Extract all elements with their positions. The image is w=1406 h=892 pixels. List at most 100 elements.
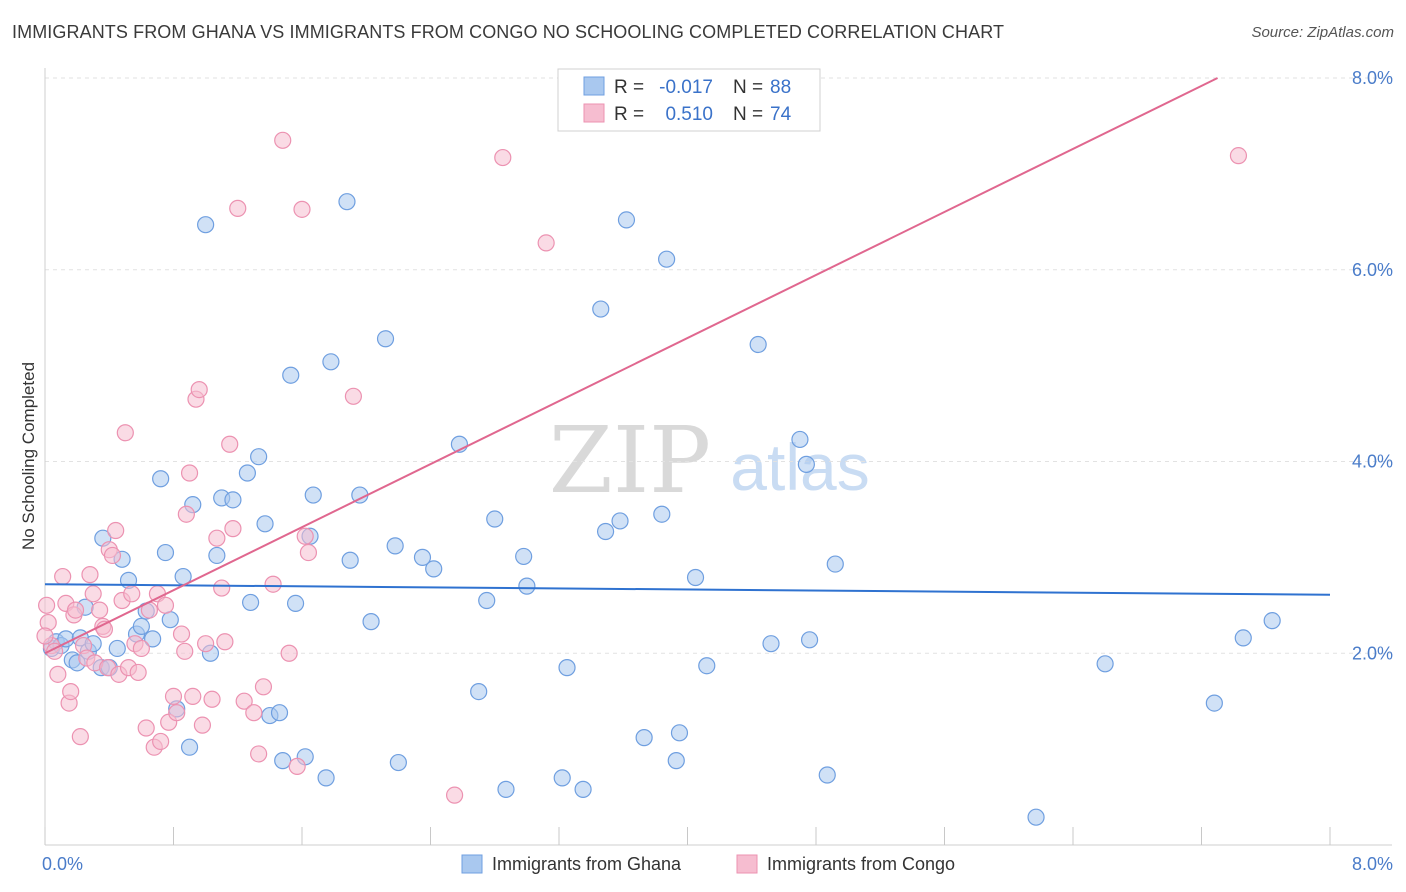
congo-point (168, 704, 186, 722)
ghana-point (818, 766, 836, 784)
legend-congo-n-label: N = (733, 104, 763, 125)
legend-bottom-congo-label: Immigrants from Congo (767, 854, 955, 874)
congo-point (1229, 147, 1248, 165)
ghana-point (596, 522, 615, 541)
ghana-point (670, 724, 689, 742)
ghana-point (180, 738, 199, 756)
ghana-point (338, 193, 356, 211)
tick-labels: 2.0% 4.0% 6.0% 8.0% 0.0% 8.0% (42, 68, 1393, 874)
congo-point (216, 633, 234, 651)
ghana-point (425, 560, 443, 578)
congo-point (264, 575, 282, 593)
trend-lines (44, 77, 1331, 655)
ghana-point (1096, 655, 1114, 673)
congo-point (208, 529, 226, 547)
chart-title: IMMIGRANTS FROM GHANA VS IMMIGRANTS FROM… (12, 22, 1005, 42)
congo-point (172, 625, 191, 643)
legend-ghana-r-value: -0.017 (659, 77, 713, 98)
ghana-point (1263, 612, 1281, 630)
congo-point (62, 682, 80, 701)
ghana-point (470, 682, 488, 701)
congo-point (229, 199, 247, 217)
ghana-point (686, 568, 705, 587)
congo-point (184, 687, 202, 705)
ghana-point (108, 639, 126, 658)
ghana-point (1205, 694, 1223, 712)
ghana-point (224, 491, 242, 509)
congo-point (224, 520, 242, 538)
congo-point (254, 678, 273, 696)
ghana-point (256, 515, 274, 533)
congo-point (221, 435, 239, 453)
ghana-point (304, 486, 322, 504)
congo-point (91, 601, 109, 619)
y-tick-label: 2.0% (1352, 643, 1393, 663)
ghana-point (389, 753, 407, 772)
congo-point (250, 745, 268, 763)
ghana-point (611, 512, 629, 530)
legend-bottom-congo-swatch (736, 854, 758, 874)
congo-point (66, 601, 85, 619)
congo-point (176, 642, 194, 660)
y-axis-label: No Schooling Completed (19, 362, 38, 550)
congo-point (177, 505, 195, 523)
legend-stats: R = -0.017 N = 88 R = 0.510 N = 74 (557, 68, 821, 132)
congo-point (203, 690, 221, 708)
congo-point (116, 424, 134, 442)
congo-point (537, 234, 555, 252)
ghana-point (413, 548, 432, 566)
congo-point (190, 380, 208, 399)
ghana-point (486, 510, 504, 528)
x-tick-label: 8.0% (1352, 854, 1393, 874)
ghana-point (515, 547, 533, 566)
congo-point (81, 566, 99, 584)
ghana-point (1234, 629, 1252, 647)
ghana-point (250, 448, 268, 466)
grid-lines (45, 77, 1392, 654)
ghana-point (797, 455, 815, 473)
ghana-point (197, 216, 215, 234)
congo-point (197, 635, 215, 653)
ghana-point (286, 594, 305, 612)
ghana-point (270, 704, 289, 722)
ghana-point (1027, 808, 1045, 826)
axes (44, 68, 1392, 846)
y-tick-label: 8.0% (1352, 68, 1393, 88)
ghana-point (156, 543, 175, 562)
congo-point (132, 639, 150, 658)
ghana-point (242, 593, 260, 612)
x-tick-label: 0.0% (42, 854, 83, 874)
congo-point (123, 585, 141, 603)
ghana-point (497, 780, 515, 798)
ghana-point (478, 591, 496, 610)
congo-point (293, 200, 311, 218)
congo-point (445, 786, 464, 804)
congo-point (54, 567, 72, 586)
watermark-zip: ZIP (549, 407, 711, 514)
congo-point (274, 131, 292, 149)
legend-ghana-n-label: N = (733, 77, 763, 98)
legend-congo-r-value: 0.510 (665, 104, 713, 125)
ghana-point (698, 657, 716, 675)
legend-series: Immigrants from Ghana Immigrants from Co… (461, 854, 955, 874)
ghana-point (362, 613, 380, 631)
congo-point (288, 757, 306, 775)
ghana-point (386, 537, 404, 555)
legend-bottom-ghana-label: Immigrants from Ghana (492, 854, 682, 874)
ghana-point (322, 353, 340, 371)
ghana-point (282, 366, 300, 384)
congo-point (137, 719, 155, 737)
congo-point (152, 732, 170, 751)
congo-point (129, 663, 147, 682)
ghana-point (152, 470, 170, 488)
ghana-point (658, 250, 676, 268)
ghana-point (144, 630, 162, 648)
congo-point (299, 543, 318, 562)
congo-point (235, 692, 253, 710)
ghana-point (553, 769, 571, 787)
congo-point (245, 704, 263, 722)
ghana-point (341, 551, 359, 569)
ghana-point (238, 464, 256, 482)
ghana-point (791, 430, 809, 449)
